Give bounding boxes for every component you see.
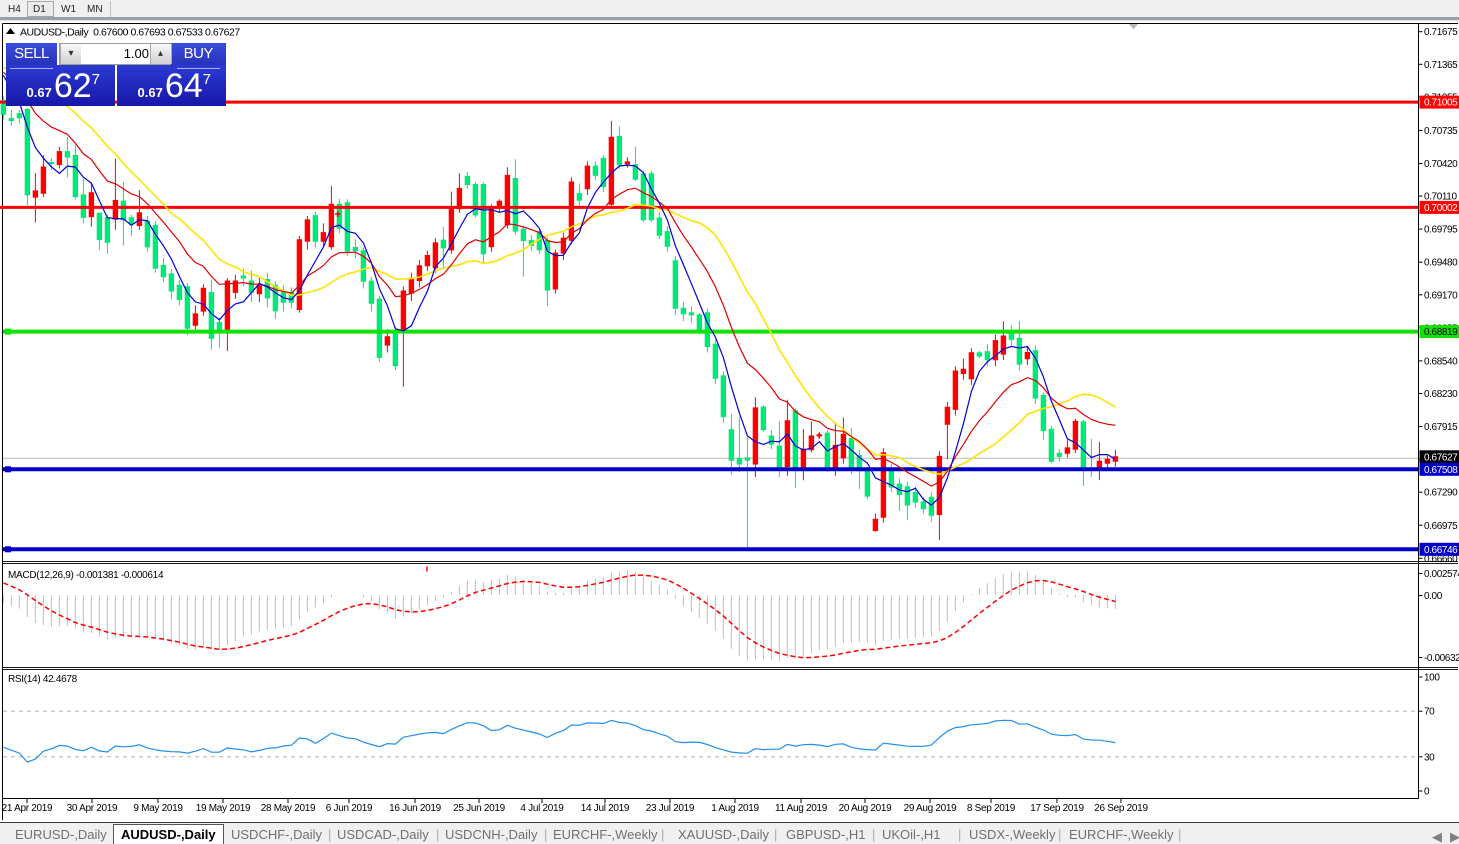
svg-text:11 Aug 2019: 11 Aug 2019	[775, 803, 828, 814]
svg-text:-0.006326: -0.006326	[1424, 653, 1459, 664]
svg-text:0: 0	[1424, 787, 1430, 798]
svg-text:0.67508: 0.67508	[1424, 465, 1458, 476]
svg-text:16 Jun 2019: 16 Jun 2019	[389, 803, 441, 814]
svg-text:8 Sep 2019: 8 Sep 2019	[967, 803, 1016, 814]
svg-text:0.70002: 0.70002	[1424, 203, 1458, 214]
svg-text:W1: W1	[61, 4, 76, 15]
svg-text:29 Aug 2019: 29 Aug 2019	[904, 803, 958, 814]
svg-text:AUDUSD-,Daily 0.67600 0.67693: AUDUSD-,Daily 0.67600 0.67693 0.67533 0.…	[20, 27, 240, 39]
svg-text:0.70110: 0.70110	[1424, 192, 1457, 203]
svg-text:30 Apr 2019: 30 Apr 2019	[67, 803, 118, 814]
svg-text:0.66746: 0.66746	[1424, 545, 1458, 556]
svg-text:RSI(14) 42.4678: RSI(14) 42.4678	[8, 674, 78, 685]
svg-text:0.69480: 0.69480	[1424, 258, 1458, 269]
svg-text:0.67290: 0.67290	[1424, 488, 1458, 499]
svg-text:0.71675: 0.71675	[1424, 27, 1458, 38]
svg-text:21 Apr 2019: 21 Apr 2019	[2, 803, 53, 814]
svg-text:0.67627: 0.67627	[1424, 452, 1458, 463]
svg-text:70: 70	[1424, 707, 1435, 718]
svg-text:0.69170: 0.69170	[1424, 290, 1458, 301]
svg-text:D1: D1	[33, 4, 46, 15]
svg-text:9 May 2019: 9 May 2019	[133, 803, 183, 814]
svg-text:6 Jun 2019: 6 Jun 2019	[326, 803, 373, 814]
svg-text:MN: MN	[87, 4, 103, 15]
svg-text:H4: H4	[8, 4, 21, 15]
svg-text:26 Sep 2019: 26 Sep 2019	[1094, 803, 1148, 814]
svg-text:0.67915: 0.67915	[1424, 422, 1458, 433]
svg-text:20 Aug 2019: 20 Aug 2019	[839, 803, 893, 814]
svg-text:0.68230: 0.68230	[1424, 389, 1458, 400]
svg-text:0.71005: 0.71005	[1424, 98, 1458, 109]
svg-text:25 Jun 2019: 25 Jun 2019	[453, 803, 505, 814]
svg-text:0.68540: 0.68540	[1424, 356, 1458, 367]
svg-text:23 Jul 2019: 23 Jul 2019	[646, 803, 695, 814]
svg-text:MACD(12,26,9) -0.001381 -0.000: MACD(12,26,9) -0.001381 -0.000614	[8, 570, 164, 581]
svg-text:0.70735: 0.70735	[1424, 126, 1458, 137]
svg-text:0.002574: 0.002574	[1424, 569, 1459, 580]
svg-text:14 Jul 2019: 14 Jul 2019	[581, 803, 630, 814]
svg-text:28 May 2019: 28 May 2019	[261, 803, 316, 814]
svg-text:19 May 2019: 19 May 2019	[196, 803, 251, 814]
svg-text:0.68819: 0.68819	[1424, 327, 1458, 338]
svg-text:0.66660: 0.66660	[1424, 554, 1458, 565]
svg-text:0.70420: 0.70420	[1424, 159, 1458, 170]
svg-text:100: 100	[1424, 673, 1440, 684]
svg-text:0.71365: 0.71365	[1424, 60, 1458, 71]
svg-text:0.66975: 0.66975	[1424, 521, 1458, 532]
svg-text:1 Aug 2019: 1 Aug 2019	[711, 803, 759, 814]
svg-text:30: 30	[1424, 752, 1435, 763]
svg-text:0.69795: 0.69795	[1424, 225, 1458, 236]
svg-text:0.00: 0.00	[1424, 591, 1443, 602]
svg-text:4 Jul 2019: 4 Jul 2019	[520, 803, 564, 814]
svg-text:17 Sep 2019: 17 Sep 2019	[1030, 803, 1084, 814]
